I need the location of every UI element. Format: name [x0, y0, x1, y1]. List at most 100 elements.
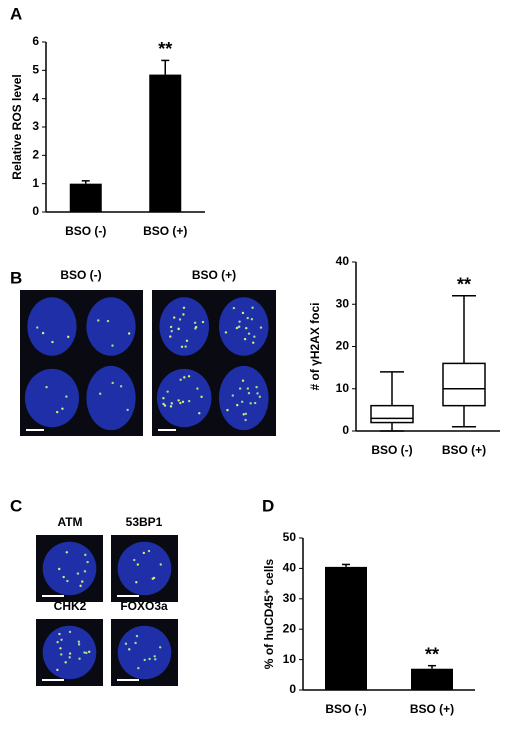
y-tick-label: 40	[336, 254, 350, 268]
x-tick-label: BSO (-)	[325, 702, 366, 716]
y-tick-label: 6	[32, 34, 39, 48]
focus	[166, 390, 169, 393]
focus	[179, 401, 182, 405]
focus	[244, 418, 247, 422]
focus	[224, 331, 228, 334]
focus	[231, 394, 234, 397]
focus	[201, 320, 205, 324]
focus	[58, 632, 61, 636]
focus	[134, 641, 137, 645]
focus	[67, 335, 70, 339]
focus	[187, 399, 191, 403]
focus	[247, 391, 251, 395]
y-tick-label: 30	[283, 591, 297, 605]
focus	[66, 579, 69, 583]
y-tick-label: 30	[336, 296, 350, 310]
focus	[83, 570, 87, 573]
focus	[148, 657, 151, 661]
focus	[198, 412, 201, 415]
focus	[154, 658, 157, 661]
y-tick-label: 1	[32, 176, 39, 190]
focus	[238, 387, 242, 390]
focus	[251, 306, 254, 309]
y-tick-label: 10	[283, 652, 297, 666]
y-tick-label: 20	[283, 621, 297, 635]
y-tick-label: 20	[336, 339, 350, 353]
focus	[173, 316, 176, 319]
image-label: FOXO3a	[120, 599, 168, 613]
bar	[149, 74, 182, 212]
panel-label: C	[10, 496, 22, 515]
significance: **	[158, 39, 172, 59]
focus	[242, 413, 245, 416]
nucleus	[86, 365, 136, 431]
image-label: ATM	[57, 515, 82, 529]
focus	[232, 306, 236, 310]
focus	[106, 319, 110, 323]
focus	[77, 643, 81, 646]
nucleus	[117, 625, 172, 680]
nucleus	[156, 368, 212, 428]
focus	[62, 575, 65, 579]
focus	[51, 340, 54, 344]
focus	[182, 306, 186, 310]
focus	[246, 316, 249, 320]
focus	[133, 558, 136, 562]
y-tick-label: 4	[32, 91, 39, 105]
focus	[158, 646, 162, 649]
nucleus	[218, 297, 269, 356]
focus	[238, 320, 241, 323]
focus	[151, 577, 155, 580]
nucleus	[42, 541, 97, 596]
x-tick-label: BSO (+)	[442, 443, 486, 457]
focus	[244, 412, 248, 416]
focus	[68, 656, 71, 659]
focus	[153, 655, 156, 658]
focus	[45, 385, 48, 389]
focus	[79, 584, 82, 588]
focus	[255, 385, 258, 389]
focus	[76, 572, 80, 575]
focus	[237, 325, 240, 329]
focus	[58, 567, 61, 571]
focus	[256, 392, 259, 395]
bar	[325, 566, 367, 690]
box	[442, 362, 486, 407]
nucleus	[86, 297, 136, 356]
focus	[68, 630, 72, 634]
nucleus	[24, 368, 80, 428]
y-axis-label: # of γH2AX foci	[308, 302, 322, 390]
focus	[61, 407, 64, 410]
focus	[36, 326, 39, 329]
focus	[59, 647, 62, 650]
focus	[65, 551, 69, 554]
panel-label: A	[10, 4, 22, 23]
focus	[162, 402, 165, 406]
focus	[181, 400, 185, 404]
focus	[60, 638, 63, 641]
focus	[86, 560, 89, 564]
focus	[246, 387, 250, 390]
y-tick-label: 5	[32, 63, 39, 77]
focus	[135, 634, 139, 638]
focus	[136, 563, 140, 566]
focus	[169, 405, 173, 408]
focus	[127, 332, 131, 335]
focus	[250, 318, 254, 321]
focus	[147, 549, 151, 553]
focus	[97, 319, 100, 322]
focus	[253, 401, 257, 405]
nucleus	[27, 297, 77, 356]
focus	[162, 397, 165, 400]
focus	[60, 653, 63, 656]
focus	[253, 335, 256, 338]
focus	[196, 387, 199, 390]
y-tick-label: 50	[283, 530, 297, 544]
focus	[200, 395, 203, 399]
focus	[180, 345, 184, 348]
focus	[78, 657, 81, 660]
focus	[183, 376, 186, 379]
focus	[126, 408, 129, 412]
focus	[142, 551, 146, 555]
